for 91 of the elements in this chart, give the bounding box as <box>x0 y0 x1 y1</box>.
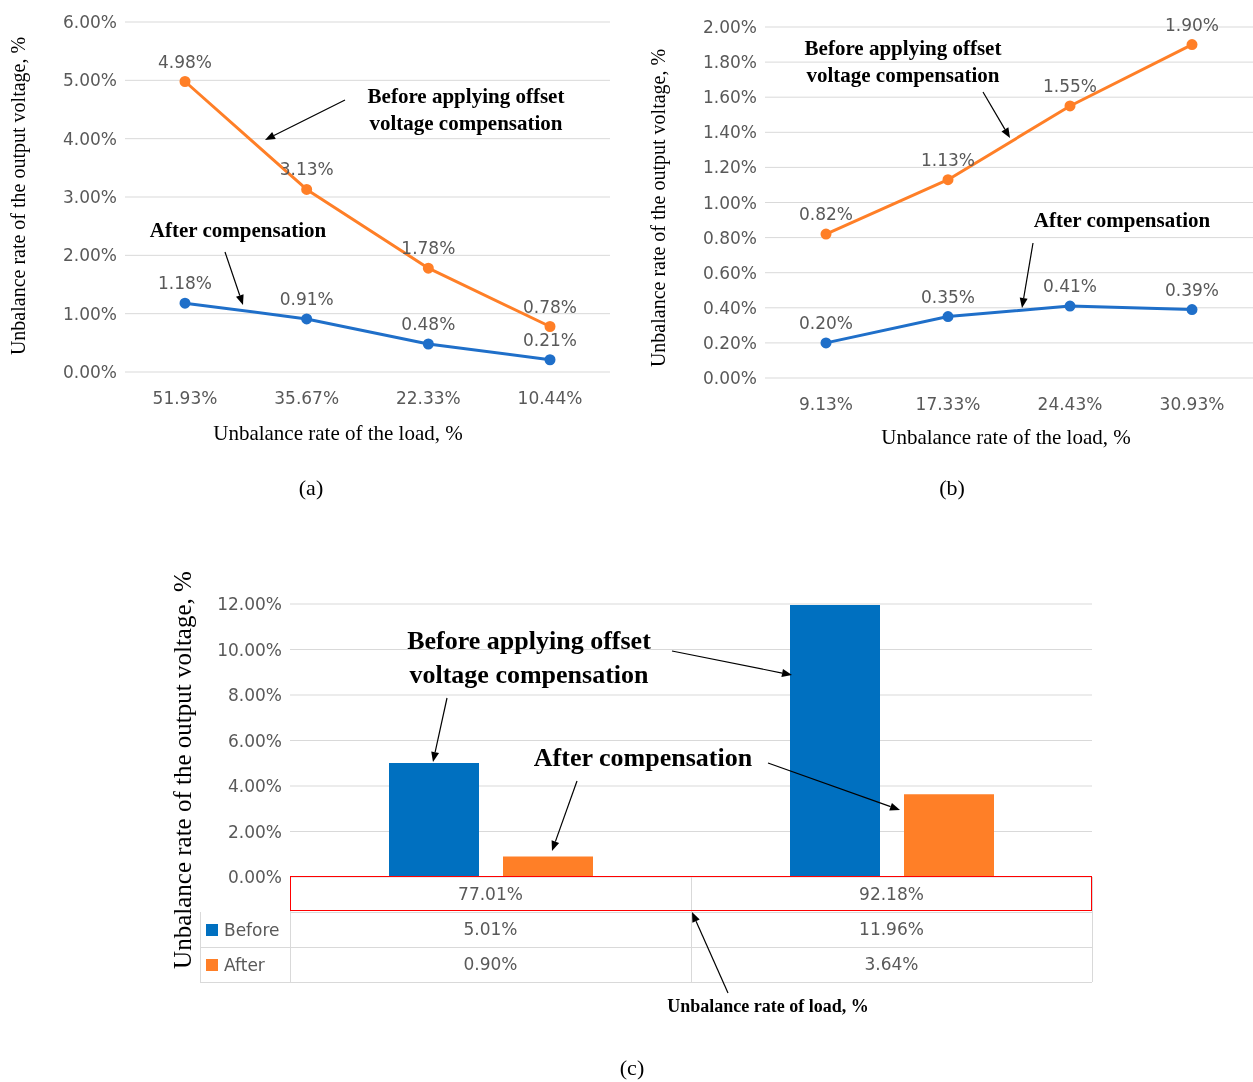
x-tick-label: 24.43% <box>1037 394 1103 415</box>
point <box>820 228 832 240</box>
x-tick-label: 51.93% <box>152 388 218 409</box>
y-tick-label: 1.40% <box>702 122 757 143</box>
point <box>301 313 313 325</box>
data-label: 4.98% <box>157 51 213 72</box>
data-label: 0.41% <box>1042 276 1098 297</box>
point <box>422 262 434 274</box>
y-axis-title: Unbalance rate of the output voltage, % <box>167 571 197 969</box>
point <box>820 337 832 349</box>
x-tick-label: 10.44% <box>517 388 583 409</box>
y-tick-label: 6.00% <box>62 12 117 33</box>
y-tick-label: 2.00% <box>227 821 282 842</box>
text: (b) <box>939 473 965 502</box>
y-tick-label: 4.00% <box>227 776 282 797</box>
y-tick-label: 2.00% <box>702 17 757 38</box>
x-axis-title: Unbalance rate of the load, % <box>213 420 463 448</box>
y-tick-label: 12.00% <box>217 594 282 615</box>
point <box>1186 304 1198 316</box>
y-tick-label: 5.00% <box>62 70 117 91</box>
data-label: 0.39% <box>1164 279 1220 300</box>
annotation: After compensation <box>1033 207 1211 235</box>
data-label: 5.01% <box>462 918 519 941</box>
y-tick-label: 4.00% <box>62 128 117 149</box>
y-tick-label: 1.60% <box>702 87 757 108</box>
annotation: After compensation <box>149 217 327 245</box>
data-label: 3.64% <box>863 953 920 976</box>
data-label: 1.13% <box>920 149 976 170</box>
y-tick-label: 6.00% <box>227 730 282 751</box>
y-tick-label: 0.80% <box>702 227 757 248</box>
data-label: 1.55% <box>1042 75 1098 96</box>
data-label: 0.90% <box>462 953 519 976</box>
y-tick-label: 2.00% <box>62 245 117 266</box>
data-label: 0.35% <box>920 286 976 307</box>
point <box>422 338 434 350</box>
y-axis-title: Unbalance rate of the output voltage, % <box>6 36 31 356</box>
y-tick-label: 0.20% <box>702 332 757 353</box>
annotation: Before applying offset voltage compensation <box>803 34 1003 89</box>
y-axis-title: Unbalance rate of the output voltage, % <box>646 48 671 368</box>
annotation: Before applying offset voltage compensation <box>406 625 652 691</box>
y-tick-label: 1.00% <box>702 192 757 213</box>
data-label: 0.21% <box>522 329 578 350</box>
x-axis-title: Unbalance rate of the load, % <box>881 424 1131 452</box>
data-label: 0.78% <box>522 296 578 317</box>
x-tick-label: 35.67% <box>274 388 340 409</box>
data-label: 1.78% <box>401 238 456 259</box>
bar <box>904 794 994 877</box>
data-label: 1.90% <box>1164 14 1220 35</box>
y-tick-label: 0.00% <box>62 362 117 383</box>
point <box>301 183 313 195</box>
y-tick-label: 0.00% <box>702 368 757 389</box>
y-tick-label: 8.00% <box>227 685 282 706</box>
legend-label: After <box>224 954 265 975</box>
y-tick-label: 0.00% <box>227 867 282 888</box>
x-tick-label: 17.33% <box>915 394 981 415</box>
y-tick-label: 0.60% <box>702 262 757 283</box>
point <box>942 174 954 186</box>
point <box>544 321 556 332</box>
point <box>1186 39 1198 51</box>
x-tick-label: 92.18% <box>858 883 925 906</box>
data-label: 0.20% <box>798 312 854 333</box>
point <box>942 311 954 323</box>
y-tick-label: 3.00% <box>62 187 117 208</box>
text: (a) <box>298 473 324 502</box>
x-axis-title: Unbalance rate of load, % <box>667 995 869 1019</box>
y-tick-label: 10.00% <box>217 639 282 660</box>
y-tick-label: 1.80% <box>702 52 757 73</box>
data-label: 0.82% <box>798 204 854 225</box>
x-tick-label: 30.93% <box>1159 394 1225 415</box>
data-label: 0.48% <box>401 314 456 334</box>
text: (c) <box>619 1053 645 1082</box>
y-tick-label: 0.40% <box>702 297 757 318</box>
data-label: 0.91% <box>279 288 334 309</box>
annotation: After compensation <box>533 742 753 775</box>
y-tick-label: 1.00% <box>62 303 117 324</box>
x-tick-label: 22.33% <box>395 388 461 409</box>
legend-label: Before <box>224 919 280 940</box>
bar <box>389 763 479 877</box>
x-tick-label: 77.01% <box>457 883 524 906</box>
bar <box>790 604 880 877</box>
point <box>1064 100 1076 112</box>
bar <box>503 856 593 877</box>
annotation: Before applying offset voltage compensation <box>366 82 566 137</box>
data-label: 1.18% <box>157 273 213 294</box>
data-label: 11.96% <box>858 918 925 941</box>
point <box>179 76 191 87</box>
point <box>179 297 191 309</box>
point <box>1064 300 1076 312</box>
point <box>544 354 556 366</box>
y-tick-label: 1.20% <box>702 157 757 178</box>
x-tick-label: 9.13% <box>798 394 854 415</box>
